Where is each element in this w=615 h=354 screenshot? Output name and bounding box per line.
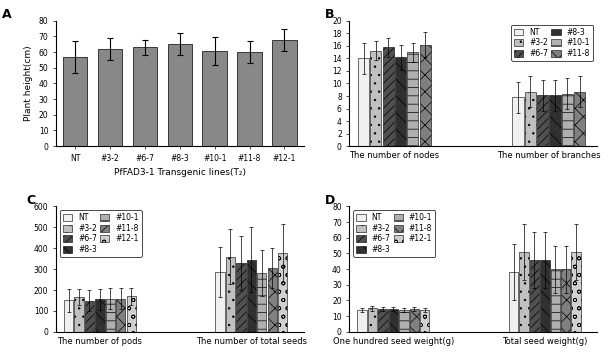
Bar [127, 296, 136, 332]
Bar [116, 299, 125, 332]
Bar [378, 309, 387, 332]
Text: C: C [26, 194, 36, 207]
Bar [410, 309, 419, 332]
Bar [247, 260, 256, 332]
Text: D: D [325, 194, 335, 207]
Bar [268, 268, 277, 332]
Bar [540, 260, 550, 332]
Bar [272, 40, 296, 146]
Legend: NT, #3-2, #6-7, #8-3, #10-1, #11-8, #12-1: NT, #3-2, #6-7, #8-3, #10-1, #11-8, #12-… [60, 210, 142, 257]
Bar [95, 299, 105, 332]
Bar [236, 263, 245, 332]
Bar [509, 272, 518, 332]
Bar [74, 297, 84, 332]
X-axis label: PfFAD3-1 Transgenic lines(T₂): PfFAD3-1 Transgenic lines(T₂) [114, 169, 246, 177]
Bar [574, 92, 585, 146]
Y-axis label: Plant height(cm): Plant height(cm) [24, 46, 33, 121]
Bar [368, 308, 377, 332]
Bar [167, 44, 192, 146]
Bar [549, 95, 560, 146]
Bar [571, 252, 581, 332]
Bar [215, 272, 224, 332]
Bar [278, 253, 287, 332]
Bar [512, 97, 523, 146]
Bar [257, 273, 266, 332]
Bar [530, 260, 539, 332]
Legend: NT, #3-2, #6-7, #8-3, #10-1, #11-8: NT, #3-2, #6-7, #8-3, #10-1, #11-8 [511, 25, 593, 61]
Bar [395, 57, 406, 146]
Bar [202, 51, 227, 146]
Legend: NT, #3-2, #6-7, #8-3, #10-1, #11-8, #12-1: NT, #3-2, #6-7, #8-3, #10-1, #11-8, #12-… [353, 210, 435, 257]
Bar [64, 301, 73, 332]
Bar [106, 299, 115, 332]
Bar [561, 93, 573, 146]
Bar [133, 47, 157, 146]
Bar [98, 49, 122, 146]
Bar [63, 57, 87, 146]
Bar [537, 95, 548, 146]
Bar [519, 252, 529, 332]
Bar [550, 269, 560, 332]
Bar [226, 257, 235, 332]
Bar [370, 51, 381, 146]
Bar [419, 45, 431, 146]
Bar [237, 52, 262, 146]
Bar [399, 310, 408, 332]
Bar [525, 92, 536, 146]
Bar [561, 269, 571, 332]
Bar [357, 310, 367, 332]
Bar [420, 310, 429, 332]
Text: A: A [1, 8, 11, 21]
Text: B: B [325, 8, 334, 21]
Bar [389, 309, 398, 332]
Bar [85, 301, 94, 332]
Bar [383, 47, 394, 146]
Bar [407, 52, 418, 146]
Bar [358, 58, 369, 146]
